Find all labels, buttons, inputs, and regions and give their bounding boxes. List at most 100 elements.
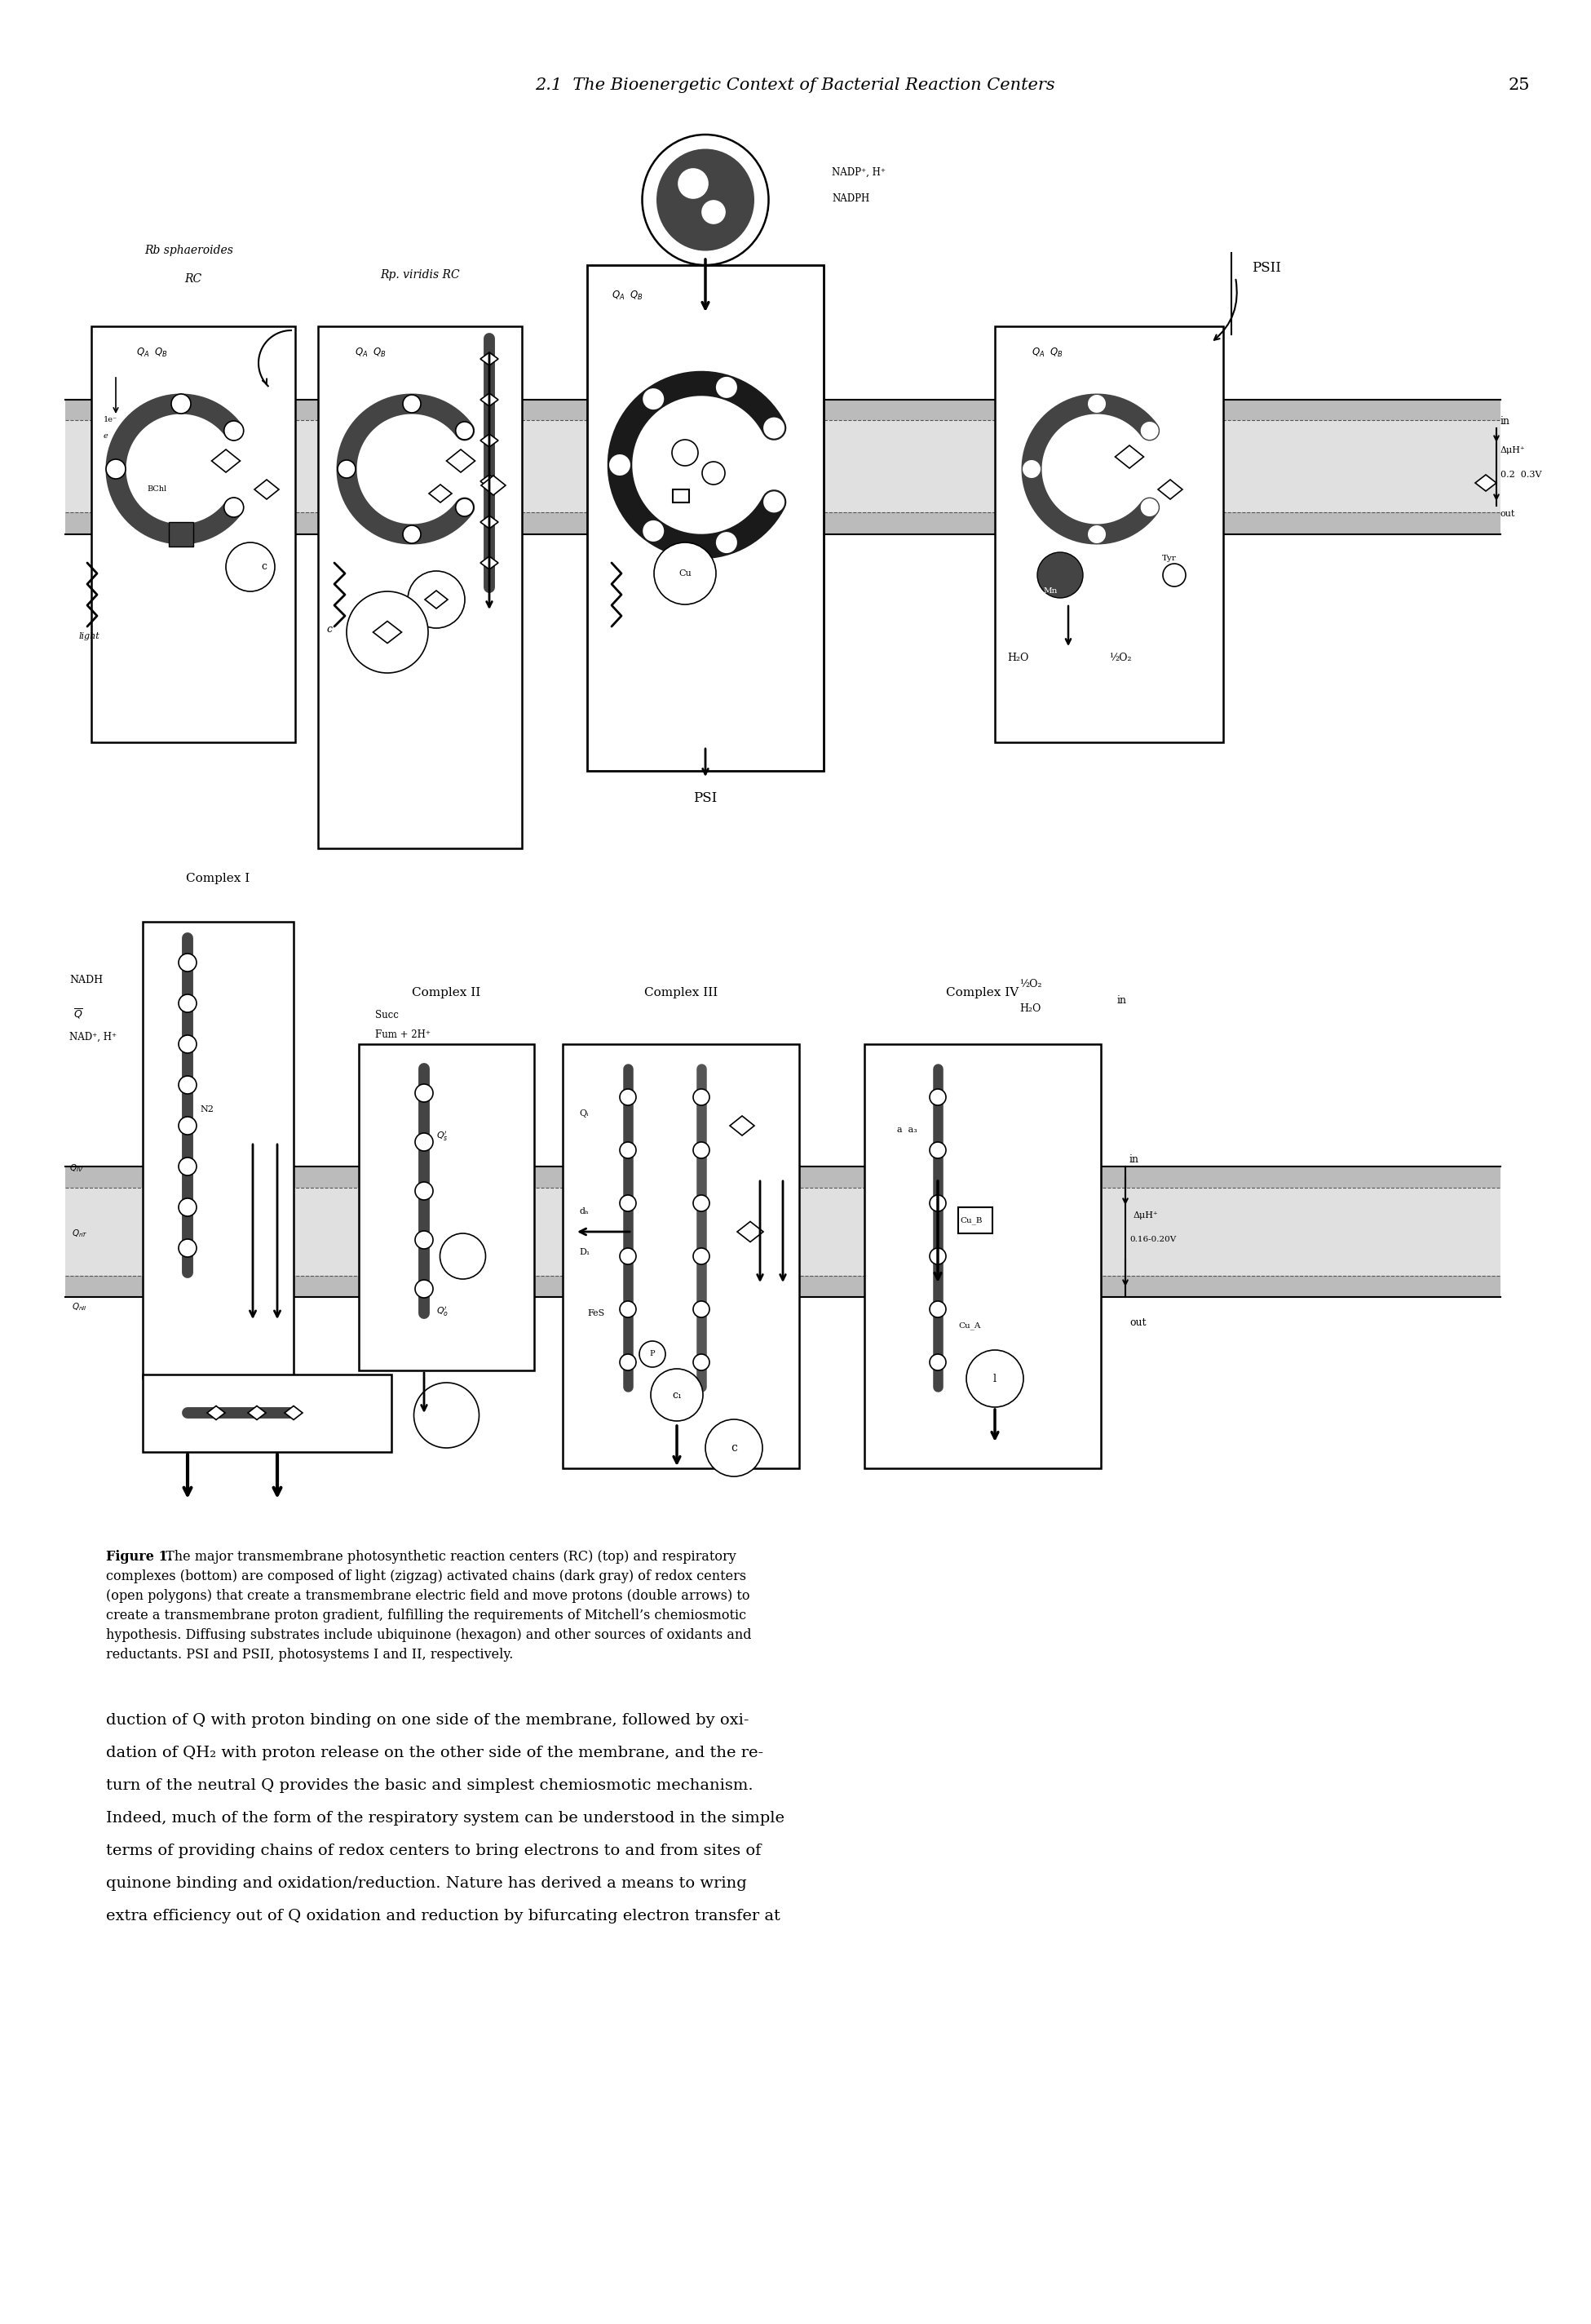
Polygon shape (480, 555, 498, 569)
Circle shape (178, 953, 197, 971)
Polygon shape (737, 1222, 764, 1241)
Circle shape (178, 1157, 197, 1176)
Circle shape (716, 532, 737, 553)
Circle shape (1037, 553, 1083, 597)
Circle shape (929, 1195, 947, 1211)
Polygon shape (285, 1406, 302, 1420)
Text: 2.1  The Bioenergetic Context of Bacterial Reaction Centers: 2.1 The Bioenergetic Context of Bacteria… (535, 77, 1055, 93)
Circle shape (694, 1090, 710, 1106)
Bar (563, 1043, 799, 1469)
Text: Complex III: Complex III (644, 988, 718, 999)
Polygon shape (372, 621, 401, 644)
Text: in: in (1500, 416, 1510, 428)
Text: Rb sphaeroides: Rb sphaeroides (145, 244, 234, 256)
Text: Cu: Cu (679, 569, 692, 579)
Polygon shape (480, 435, 498, 446)
Polygon shape (480, 516, 498, 528)
Polygon shape (480, 353, 498, 365)
Text: e: e (103, 432, 108, 439)
Circle shape (415, 1183, 433, 1199)
Bar (994, 325, 1223, 741)
Bar (673, 490, 689, 502)
Circle shape (702, 462, 725, 483)
Circle shape (929, 1248, 947, 1264)
Text: N2: N2 (200, 1106, 213, 1113)
Text: $Q_{nII}$: $Q_{nII}$ (72, 1301, 88, 1313)
Circle shape (640, 1341, 665, 1367)
Text: Qᵢ: Qᵢ (579, 1109, 589, 1118)
Text: NADH: NADH (70, 974, 103, 985)
Circle shape (178, 1034, 197, 1053)
Bar (65, 400, 1500, 535)
Circle shape (1023, 460, 1041, 479)
Text: $Q_A$  $Q_B$: $Q_A$ $Q_B$ (1031, 346, 1063, 358)
Circle shape (1088, 525, 1106, 544)
Text: $Q_A$  $Q_B$: $Q_A$ $Q_B$ (611, 290, 643, 302)
Polygon shape (430, 483, 452, 502)
Circle shape (1141, 421, 1158, 439)
Circle shape (1141, 497, 1158, 516)
Text: Figure 1.: Figure 1. (107, 1550, 172, 1564)
Circle shape (337, 460, 355, 479)
Text: Cu_A: Cu_A (958, 1322, 980, 1329)
Text: D₁: D₁ (579, 1248, 590, 1257)
Circle shape (455, 497, 474, 516)
Circle shape (694, 1141, 710, 1157)
Text: dation of QH₂ with proton release on the other side of the membrane, and the re-: dation of QH₂ with proton release on the… (107, 1745, 764, 1759)
Circle shape (415, 1083, 433, 1102)
Text: Fum + 2H⁺: Fum + 2H⁺ (375, 1030, 431, 1041)
Text: 1e⁻: 1e⁻ (103, 416, 118, 423)
Bar (587, 265, 824, 772)
Text: out: out (1500, 509, 1516, 518)
Polygon shape (480, 474, 498, 488)
Circle shape (929, 1141, 947, 1157)
Text: c: c (326, 625, 333, 634)
Polygon shape (255, 479, 278, 500)
Circle shape (694, 1248, 710, 1264)
Text: NADPH: NADPH (832, 193, 870, 205)
Circle shape (929, 1301, 947, 1318)
Text: Complex IV: Complex IV (947, 988, 1020, 999)
Text: $Q_A$  $Q_B$: $Q_A$ $Q_B$ (355, 346, 387, 358)
Bar (143, 1373, 391, 1452)
Circle shape (929, 1090, 947, 1106)
Circle shape (441, 1234, 485, 1278)
Circle shape (764, 490, 784, 514)
Bar (360, 1043, 535, 1371)
Text: PSII: PSII (1252, 260, 1281, 274)
Text: $Q_{nT}$: $Q_{nT}$ (72, 1227, 88, 1239)
Text: PSI: PSI (694, 790, 718, 804)
Text: light: light (80, 632, 100, 641)
Text: NAD⁺, H⁺: NAD⁺, H⁺ (70, 1032, 116, 1043)
Text: Complex I: Complex I (186, 874, 250, 883)
Circle shape (609, 456, 630, 476)
Text: in: in (1117, 995, 1126, 1006)
Circle shape (929, 1355, 947, 1371)
Text: quinone binding and oxidation/reduction. Nature has derived a means to wring: quinone binding and oxidation/reduction.… (107, 1875, 746, 1892)
Bar (864, 1043, 1101, 1469)
Bar (143, 923, 294, 1378)
Text: $\overline{Q}$: $\overline{Q}$ (73, 1006, 83, 1020)
Polygon shape (1158, 479, 1182, 500)
Circle shape (966, 1350, 1023, 1406)
Circle shape (705, 1420, 762, 1476)
Circle shape (620, 1248, 636, 1264)
Circle shape (643, 388, 663, 409)
Circle shape (620, 1195, 636, 1211)
Polygon shape (212, 449, 240, 472)
Circle shape (702, 200, 725, 223)
Polygon shape (447, 449, 476, 472)
Text: (open polygons) that create a transmembrane electric field and move protons (dou: (open polygons) that create a transmembr… (107, 1590, 749, 1604)
Circle shape (620, 1090, 636, 1106)
Text: Succ: Succ (375, 1011, 399, 1020)
Circle shape (407, 572, 465, 627)
Bar (318, 325, 522, 848)
Circle shape (178, 1118, 197, 1134)
Circle shape (654, 541, 716, 604)
Text: Rp. viridis RC: Rp. viridis RC (380, 270, 460, 281)
Text: BChl: BChl (146, 486, 167, 493)
Circle shape (178, 1239, 197, 1257)
Text: ½O₂: ½O₂ (1020, 978, 1042, 990)
Text: Tyr: Tyr (1161, 555, 1177, 562)
Circle shape (107, 460, 126, 479)
